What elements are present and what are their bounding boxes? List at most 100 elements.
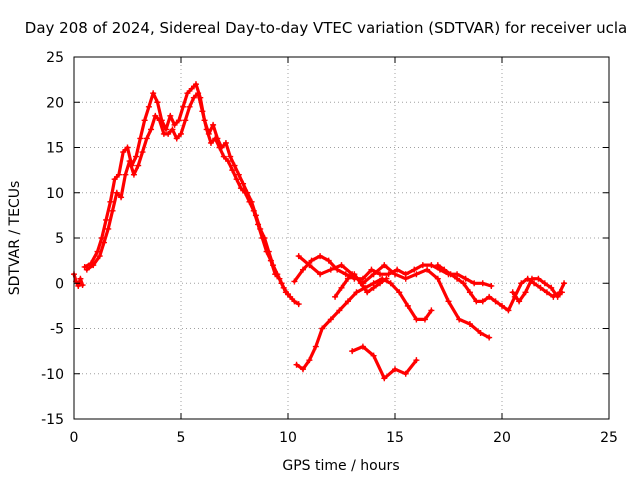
y-tick-label: 5	[55, 231, 64, 247]
data-point	[471, 280, 478, 287]
series-main-arc-b	[83, 90, 291, 298]
data-series	[71, 81, 568, 382]
data-point	[353, 289, 360, 296]
data-point	[392, 271, 398, 278]
data-point	[460, 280, 467, 287]
data-point	[111, 176, 118, 183]
data-point	[351, 271, 358, 278]
x-tick-label: 20	[493, 430, 511, 446]
data-point	[543, 289, 550, 296]
data-point	[143, 135, 150, 142]
x-tick-label: 0	[70, 430, 79, 446]
data-point	[319, 325, 326, 332]
data-point	[535, 275, 542, 282]
data-point	[381, 375, 388, 382]
data-point	[175, 117, 182, 124]
series-arc-i	[509, 275, 565, 305]
data-point	[441, 266, 448, 273]
data-point	[466, 320, 473, 327]
data-point	[100, 239, 107, 246]
y-tick-label: 20	[46, 95, 64, 111]
data-point	[434, 275, 441, 282]
data-point	[150, 90, 157, 97]
data-point	[291, 278, 298, 285]
data-point	[338, 284, 345, 291]
data-point	[413, 357, 420, 364]
data-point	[180, 103, 187, 110]
data-point	[263, 248, 270, 255]
data-point	[141, 117, 148, 124]
y-tick-label: 15	[46, 141, 64, 157]
data-point	[413, 316, 420, 323]
data-point	[285, 291, 291, 298]
data-point	[447, 271, 454, 278]
series-trace	[511, 277, 564, 303]
data-point	[133, 153, 140, 160]
data-point	[77, 275, 84, 282]
data-point	[210, 121, 217, 128]
data-point	[387, 280, 394, 287]
data-point	[499, 302, 505, 309]
data-point	[421, 316, 428, 323]
data-point	[377, 280, 384, 287]
data-point	[486, 334, 493, 341]
data-point	[79, 282, 86, 289]
data-point	[182, 117, 189, 124]
data-point	[411, 266, 418, 273]
data-point	[293, 361, 300, 368]
data-point	[90, 262, 97, 269]
series-arc-h	[434, 262, 568, 314]
y-tick-label: 0	[55, 276, 64, 292]
data-point	[178, 130, 184, 137]
data-point	[103, 216, 110, 223]
data-point	[148, 126, 155, 133]
series-main-arc-a	[81, 81, 302, 308]
data-point	[259, 235, 266, 241]
data-point	[357, 280, 364, 287]
data-point	[255, 221, 262, 228]
x-tick-label: 25	[600, 430, 618, 446]
data-point	[396, 289, 403, 296]
grid	[74, 57, 609, 419]
data-point	[479, 298, 486, 305]
y-axis-label: SDTVAR / TECUs	[7, 181, 23, 296]
data-point	[466, 289, 473, 296]
data-point	[156, 117, 163, 124]
data-point	[370, 271, 377, 278]
x-tick-label: 15	[386, 430, 404, 446]
data-point	[139, 149, 146, 156]
data-point	[246, 198, 253, 205]
data-point	[291, 298, 298, 305]
data-point	[233, 176, 240, 183]
data-point	[392, 366, 398, 373]
data-point	[477, 330, 484, 337]
data-point	[554, 293, 561, 300]
data-point	[531, 280, 538, 287]
data-point	[381, 262, 388, 269]
data-point	[462, 275, 469, 282]
chart-title: Day 208 of 2024, Sidereal Day-to-day VTE…	[25, 19, 627, 37]
data-point	[188, 85, 195, 92]
data-point	[479, 280, 486, 287]
y-tick-label: -10	[41, 367, 64, 383]
data-point	[199, 108, 206, 115]
data-point	[169, 126, 176, 133]
data-point	[154, 99, 161, 106]
data-point	[130, 171, 137, 178]
data-point	[280, 284, 287, 291]
data-point	[122, 171, 129, 178]
data-point	[107, 198, 114, 205]
data-point	[342, 271, 349, 278]
data-point	[419, 262, 426, 269]
data-point	[445, 298, 452, 305]
data-point	[203, 126, 210, 133]
data-point	[229, 167, 236, 174]
axis-ticks: 0 5 10 15 20 25 -15 -10 -5 0 5 10 15 20 25	[41, 50, 618, 446]
data-point	[190, 94, 197, 101]
data-point	[486, 293, 493, 300]
data-point	[528, 275, 535, 282]
data-point	[428, 262, 435, 269]
data-point	[306, 357, 313, 364]
data-point	[276, 275, 283, 282]
